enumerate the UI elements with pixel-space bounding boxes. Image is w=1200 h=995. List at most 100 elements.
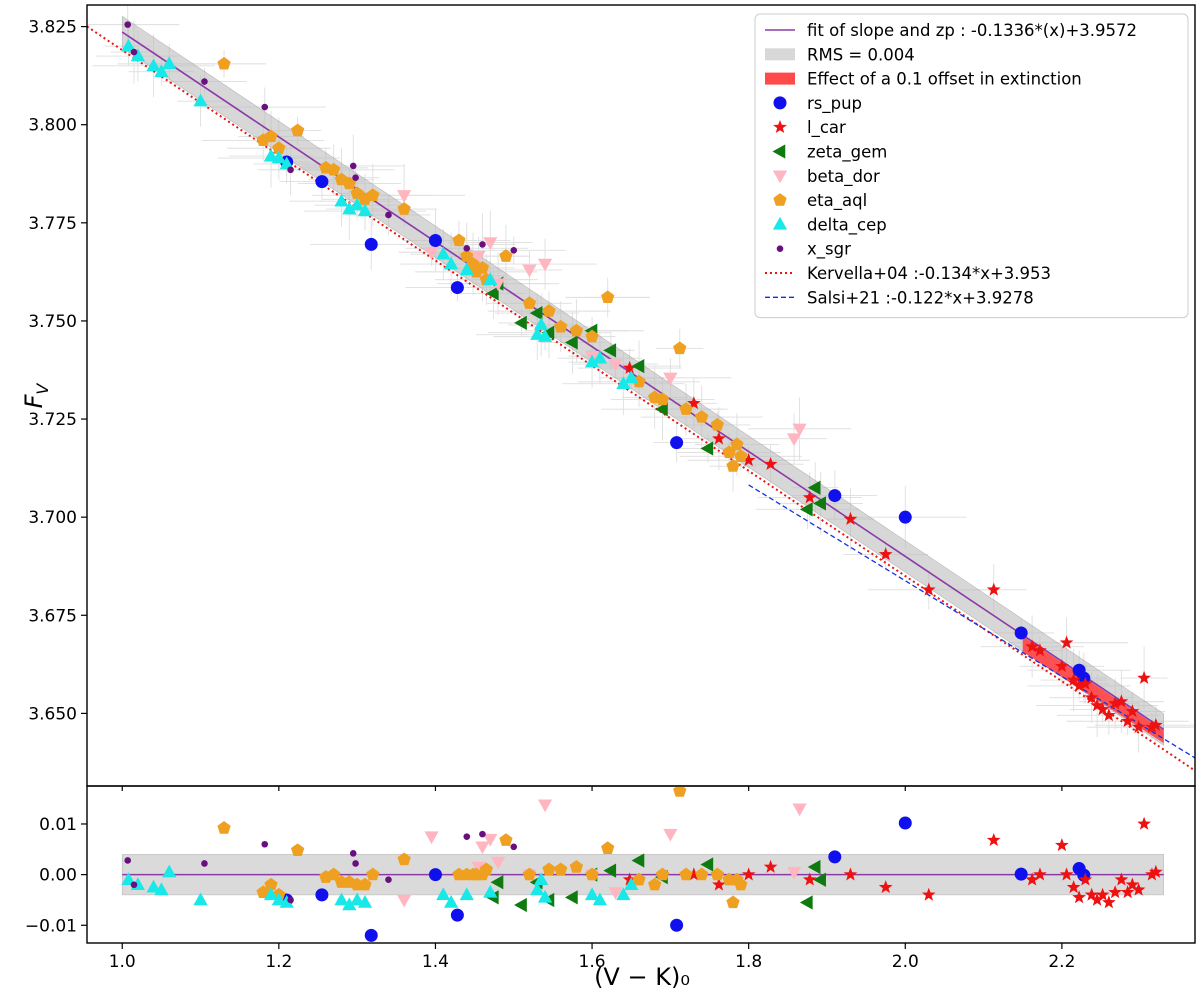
- residual-point-l_car: [1090, 892, 1104, 906]
- point-delta_cep: [530, 327, 545, 340]
- residual-point-l_car: [1084, 887, 1099, 901]
- residual-point-delta_cep: [271, 892, 286, 906]
- residual-point-zeta_gem: [564, 890, 578, 905]
- point-zeta_gem: [807, 480, 821, 495]
- residual-point-eta_aql: [366, 867, 380, 881]
- residual-point-delta_cep: [193, 892, 208, 906]
- legend-label: eta_aql: [807, 191, 867, 211]
- legend-l_car: l_car: [773, 118, 846, 138]
- point-l_car: [986, 582, 1001, 596]
- residual-panel: −0.01 0.00 0.01 1.0 1.2 1.4 1.6 1.8 2.0 2.2: [25, 785, 1196, 972]
- point-x_sgr: [352, 174, 359, 181]
- residual-point-l_car: [1114, 872, 1129, 886]
- point-rs_pup: [898, 510, 912, 524]
- legend-handle: [765, 72, 795, 85]
- residual-point-zeta_gem: [603, 863, 617, 878]
- point-zeta_gem: [564, 335, 578, 350]
- point-l_car: [1033, 643, 1047, 657]
- residual-point-eta_aql: [264, 877, 278, 891]
- legend-handle: [773, 120, 787, 134]
- legend-label: l_car: [807, 118, 846, 138]
- y-tick-label: 3.700: [28, 508, 77, 528]
- series-beta_dor: [397, 190, 807, 447]
- x-tick-label: 2.0: [892, 952, 919, 972]
- legend-kervella: Kervella+04 :-0.134*x+3.953: [765, 264, 1051, 283]
- x-tick-label: 2.2: [1048, 952, 1075, 972]
- point-x_sgr: [510, 246, 518, 254]
- residual-series-l_car: [622, 816, 1163, 909]
- y-tick-label: 3.650: [28, 704, 77, 724]
- series-delta_cep: [121, 38, 639, 389]
- point-x_sgr: [463, 245, 471, 252]
- residual-point-delta_cep: [436, 887, 451, 901]
- legend-box: [754, 13, 1189, 319]
- residual-point-delta_cep: [357, 894, 373, 908]
- residual-point-x_sgr: [124, 857, 132, 864]
- residual-point-rs_pup: [898, 816, 912, 830]
- legend-label: beta_dor: [807, 167, 880, 187]
- residual-point-l_car: [1025, 872, 1039, 886]
- residual-point-delta_cep: [350, 892, 365, 906]
- residual-series-delta_cep: [121, 864, 639, 911]
- residual-point-delta_cep: [443, 894, 459, 908]
- residual-point-eta_aql: [734, 877, 748, 891]
- point-l_car: [1114, 694, 1129, 708]
- point-delta_cep: [534, 317, 549, 331]
- point-eta_aql: [475, 260, 490, 274]
- residual-point-x_sgr: [510, 843, 518, 851]
- point-delta_cep: [263, 148, 279, 162]
- residual-point-l_car: [1072, 890, 1086, 904]
- residual-point-l_car: [802, 872, 817, 886]
- point-delta_cep: [350, 197, 365, 211]
- point-l_car: [1145, 719, 1159, 733]
- residual-point-zeta_gem: [807, 859, 821, 875]
- point-eta_aql: [734, 449, 748, 462]
- residual-series-x_sgr: [124, 830, 518, 904]
- residual-point-l_car: [1145, 867, 1159, 881]
- residual-y-tick-label: 0.00: [39, 866, 77, 886]
- salsi-line: [748, 484, 1195, 759]
- legend-handle: [776, 245, 784, 252]
- residual-point-delta_cep: [334, 892, 349, 906]
- point-eta_aql: [460, 249, 474, 262]
- point-zeta_gem: [700, 441, 714, 456]
- point-eta_aql: [554, 319, 568, 333]
- residual-point-eta_aql: [217, 821, 231, 834]
- point-x_sgr: [201, 78, 208, 85]
- legend-handle: [773, 96, 787, 110]
- point-delta_cep: [334, 193, 349, 207]
- point-l_car: [1131, 719, 1146, 733]
- point-l_car: [1084, 690, 1099, 704]
- point-eta_aql: [585, 329, 599, 343]
- point-eta_aql: [726, 459, 740, 472]
- legend: fit of slope and zp : -0.1336*(x)+3.9572…: [754, 13, 1189, 319]
- point-delta_cep: [193, 93, 208, 107]
- point-delta_cep: [592, 350, 608, 364]
- residual-point-rs_pup: [670, 918, 684, 932]
- residual-point-rs_pup: [315, 888, 329, 902]
- point-eta_aql: [452, 233, 466, 247]
- point-delta_cep: [624, 370, 639, 384]
- residual-point-rs_pup: [450, 908, 464, 922]
- residual-point-zeta_gem: [490, 875, 504, 890]
- point-zeta_gem: [603, 343, 617, 358]
- point-l_car: [1059, 635, 1074, 649]
- residual-point-l_car: [1102, 895, 1116, 909]
- point-eta_aql: [542, 304, 556, 317]
- point-l_car: [1055, 659, 1069, 673]
- point-eta_aql: [327, 162, 341, 176]
- residual-point-eta_aql: [601, 841, 615, 854]
- point-eta_aql: [673, 341, 687, 355]
- residual-point-l_car: [921, 887, 936, 901]
- point-eta_aql: [601, 290, 615, 304]
- point-l_car: [1072, 678, 1086, 692]
- residual-point-beta_dor: [792, 803, 807, 817]
- residual-point-zeta_gem: [700, 857, 714, 872]
- series-l_car: [622, 360, 1163, 733]
- point-x_sgr: [130, 48, 138, 56]
- x-tick-label: 1.2: [265, 952, 292, 972]
- legend-rs_pup: rs_pup: [773, 94, 862, 114]
- residual-point-eta_aql: [632, 872, 646, 886]
- point-delta_cep: [357, 203, 373, 217]
- y-tick-label: 3.675: [28, 606, 77, 626]
